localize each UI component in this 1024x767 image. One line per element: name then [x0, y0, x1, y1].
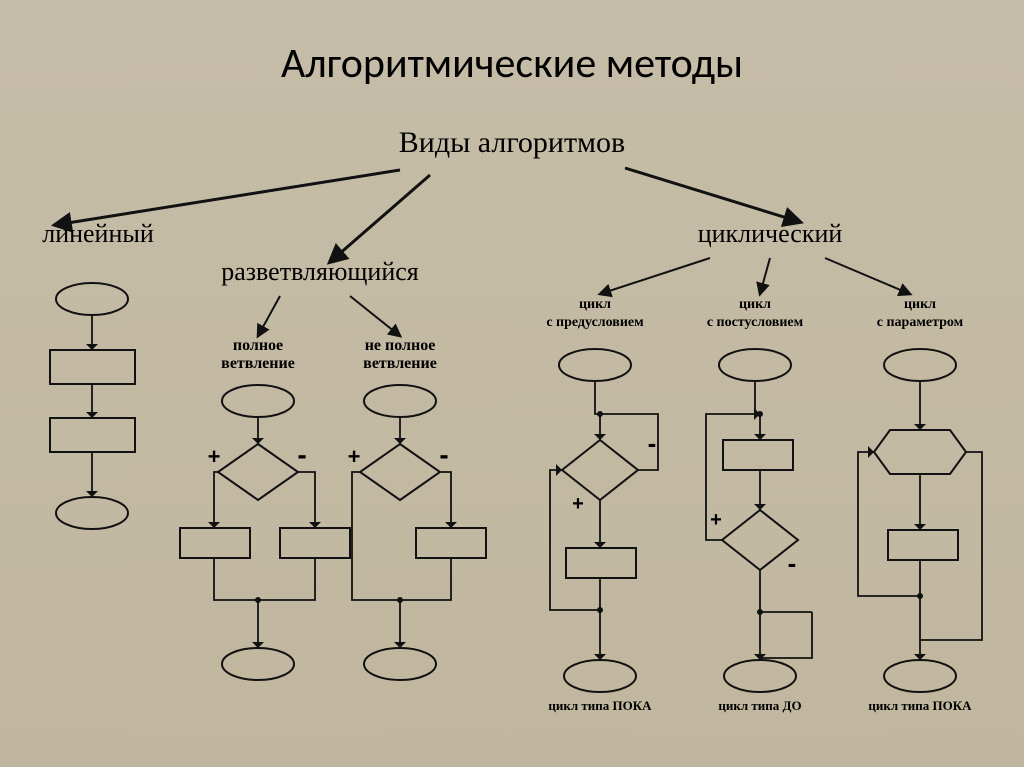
- diagram-label-post2: с постусловием: [707, 315, 804, 330]
- flow-edge: [298, 472, 315, 528]
- connector-dot: [255, 597, 261, 603]
- decision-diamond: [722, 510, 798, 570]
- diagram-label-poka2: цикл типа ПОКА: [868, 698, 972, 713]
- flow-edge: [755, 381, 760, 414]
- decision-diamond: [360, 444, 440, 500]
- flow-edge: [440, 472, 451, 528]
- terminator-ellipse: [222, 385, 294, 417]
- terminator-ellipse: [719, 349, 791, 381]
- process-rect: [50, 350, 135, 384]
- connector-dot: [597, 607, 603, 613]
- diagram-label-param1: цикл: [904, 297, 936, 312]
- diagram-canvas: Виды алгоритмов линейный разветвляющийся ци…: [0, 0, 1024, 767]
- diagram-label-pre2: с предусловием: [546, 315, 644, 330]
- tree-arrow: [350, 296, 400, 336]
- process-rect: [888, 530, 958, 560]
- tree-arrow: [330, 175, 430, 262]
- branch-sign: -: [439, 439, 448, 470]
- diagram-label-branch: разветвляющийся: [221, 257, 419, 286]
- terminator-ellipse: [364, 385, 436, 417]
- process-rect: [416, 528, 486, 558]
- diagram-label-param2: с параметром: [877, 315, 964, 330]
- decision-diamond: [562, 440, 638, 500]
- flow-edge: [920, 452, 982, 640]
- tree-arrow: [825, 258, 910, 294]
- diagram-label-linear: линейный: [42, 219, 154, 248]
- terminator-ellipse: [56, 283, 128, 315]
- slide-title-text: Алгоритмические методы: [281, 38, 743, 89]
- diagram-label-full_br1: полное: [233, 337, 283, 354]
- process-rect: [180, 528, 250, 558]
- diagram-label-cyclic: циклический: [698, 219, 843, 248]
- terminator-ellipse: [564, 660, 636, 692]
- process-rect: [723, 440, 793, 470]
- flow-edge: [214, 472, 218, 528]
- slide-title: Алгоритмические методы: [0, 38, 1024, 89]
- flow-edge: [550, 470, 600, 610]
- terminator-ellipse: [222, 648, 294, 680]
- terminator-ellipse: [884, 349, 956, 381]
- tree-arrow: [600, 258, 710, 294]
- connector-dot: [917, 593, 923, 599]
- diagram-label-root: Виды алгоритмов: [399, 126, 625, 159]
- diagram-label-nfull_br2: ветвление: [363, 355, 437, 372]
- decision-diamond: [218, 444, 298, 500]
- branch-sign: -: [648, 428, 657, 458]
- process-rect: [566, 548, 636, 578]
- tree-arrow: [258, 296, 280, 336]
- process-rect: [280, 528, 350, 558]
- branch-sign: +: [208, 444, 221, 469]
- diagram-label-post1: цикл: [739, 297, 771, 312]
- branch-sign: +: [710, 509, 722, 531]
- terminator-ellipse: [364, 648, 436, 680]
- connector-dot: [757, 609, 763, 615]
- connector-dot: [597, 411, 603, 417]
- flow-edge: [595, 381, 600, 414]
- diagram-label-do1: цикл типа ДО: [718, 698, 801, 713]
- diagram-label-pre1: цикл: [579, 297, 611, 312]
- terminator-ellipse: [884, 660, 956, 692]
- diagram-label-nfull_br1: не полное: [365, 337, 436, 354]
- tree-arrow: [55, 170, 400, 225]
- tree-arrow: [625, 168, 800, 222]
- connector-dot: [757, 411, 763, 417]
- flow-edge: [258, 558, 315, 600]
- branch-sign: +: [572, 493, 584, 515]
- process-rect: [50, 418, 135, 452]
- loop-hexagon: [874, 430, 966, 474]
- terminator-ellipse: [724, 660, 796, 692]
- branch-sign: +: [348, 444, 361, 469]
- flow-edge: [214, 558, 258, 600]
- terminator-ellipse: [56, 497, 128, 529]
- branch-sign: -: [788, 548, 797, 578]
- branch-sign: -: [297, 439, 306, 470]
- terminator-ellipse: [559, 349, 631, 381]
- diagram-label-poka1: цикл типа ПОКА: [548, 698, 652, 713]
- flow-edge: [760, 570, 812, 612]
- tree-arrow: [760, 258, 770, 294]
- connector-dot: [397, 597, 403, 603]
- flow-edge: [352, 472, 400, 600]
- flow-edge: [400, 558, 451, 600]
- flow-edge: [760, 612, 812, 658]
- diagram-label-full_br2: ветвление: [221, 355, 295, 372]
